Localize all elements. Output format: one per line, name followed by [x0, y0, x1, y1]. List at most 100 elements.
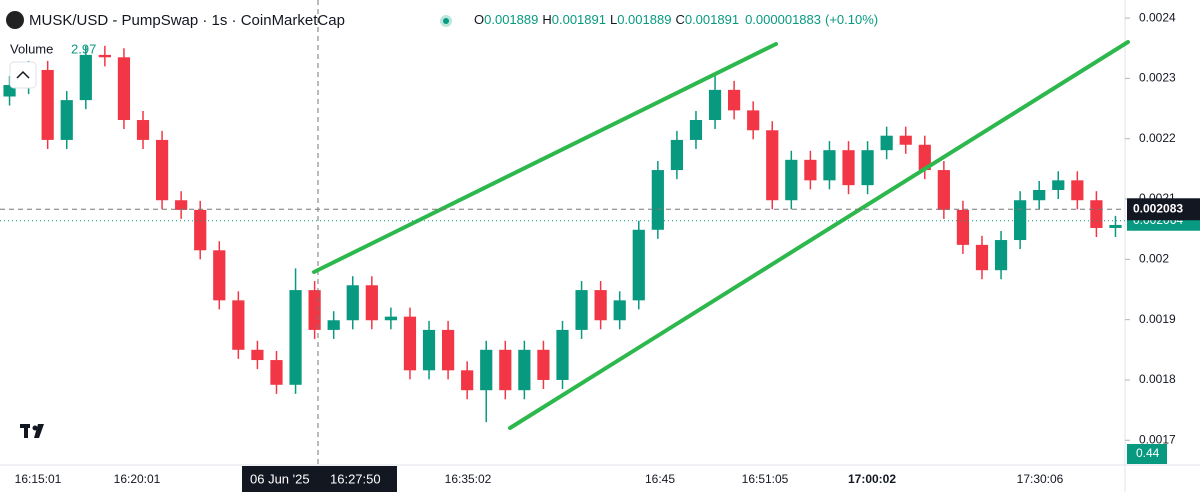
candle-body	[155, 139, 169, 201]
candle-body	[804, 159, 817, 181]
candle-body	[747, 110, 760, 131]
change-percent: (+0.10%)	[825, 12, 878, 27]
x-tick-label: 16:35:02	[445, 472, 492, 486]
candle-body	[556, 329, 569, 380]
y-tick-label: 0.0019	[1139, 312, 1176, 326]
y-tick-label: 0.0017	[1139, 432, 1176, 446]
y-tick-label: 0.0024	[1139, 10, 1176, 24]
candle-body	[270, 360, 283, 385]
candle-body	[937, 170, 950, 210]
candle-body	[308, 290, 321, 330]
candle-body	[60, 100, 73, 140]
candle-body	[384, 316, 397, 321]
candle-body	[956, 209, 970, 245]
candle-body	[689, 120, 703, 140]
candle-body	[575, 290, 588, 330]
x-tick-label: 16:20:01	[114, 472, 161, 486]
candle-body	[1109, 224, 1122, 228]
volume-label: Volume	[10, 41, 53, 56]
candle-body	[518, 349, 531, 391]
candle-body	[1033, 189, 1046, 201]
ohlc-key: H	[542, 12, 551, 27]
candle-body	[613, 300, 626, 321]
ohlc-key: C	[675, 12, 684, 27]
candle-body	[1071, 180, 1084, 201]
candle-body	[823, 150, 836, 181]
candle-body	[41, 69, 54, 140]
x-tick-label: 16:15:01	[15, 472, 62, 486]
crosshair-price-label: 0.002083	[1133, 201, 1183, 215]
ohlc-legend: O0.001889 H0.001891 L0.001889 C0.001891 0.00…	[474, 12, 878, 27]
ohlc-key: O	[474, 12, 484, 27]
crosshair-price-box	[1127, 198, 1200, 221]
candle-body	[842, 150, 855, 186]
candle-body	[79, 54, 92, 101]
collapse-button[interactable]	[9, 61, 37, 89]
candle-body	[766, 130, 779, 201]
candle-body	[632, 229, 645, 301]
crosshair-date: 06 Jun '25	[250, 471, 310, 486]
candle-body	[670, 139, 684, 171]
candle-body	[728, 89, 741, 111]
candle-body	[117, 57, 131, 121]
candle-body	[537, 349, 550, 380]
crosshair-time-box	[242, 466, 397, 492]
x-tick-label: 17:00:02	[848, 472, 896, 486]
plot-area	[3, 45, 1122, 423]
candle-body	[3, 85, 16, 97]
header: MUSK/USD - PumpSwap · 1s · CoinMarketCap…	[6, 11, 878, 438]
crosshair-time: 16:27:50	[330, 471, 381, 486]
y-tick-label: 0.0023	[1139, 71, 1176, 85]
x-tick-label: 16:45	[645, 472, 675, 486]
ohlc-value: 0.001891	[685, 12, 739, 27]
candle-body	[194, 209, 207, 251]
candle-body	[899, 135, 912, 145]
symbol-title[interactable]: MUSK/USD - PumpSwap · 1s · CoinMarketCap	[29, 12, 345, 29]
candle-body	[441, 329, 455, 371]
tv-logo[interactable]	[20, 424, 44, 438]
candle-body	[346, 285, 359, 321]
candle-body	[289, 290, 302, 385]
candle-body	[1052, 180, 1065, 190]
candle-body	[480, 349, 493, 391]
candle-body	[422, 329, 436, 371]
candle-body	[251, 349, 264, 361]
volume-value: 2.97	[71, 41, 96, 56]
candle-body	[994, 240, 1008, 271]
candle-body	[708, 89, 722, 121]
collapse-icon	[16, 70, 30, 79]
candle-body	[98, 54, 111, 58]
candle-body	[1014, 200, 1027, 241]
candle-body	[365, 285, 378, 321]
candle-body	[327, 320, 340, 330]
candle-body	[918, 144, 931, 171]
ohlc-value: 0.001891	[552, 12, 606, 27]
y-tick-label: 0.0018	[1139, 372, 1176, 386]
trend-line[interactable]	[312, 42, 778, 274]
candle-body	[785, 159, 798, 201]
ohlc-value: 0.001889	[617, 12, 671, 27]
trend-line[interactable]	[508, 40, 1130, 430]
volume-axis-label: 0.44	[1136, 446, 1160, 460]
candle-body	[861, 150, 874, 186]
candle-body	[594, 290, 607, 321]
candle-body	[975, 244, 989, 271]
candle-body	[175, 200, 188, 210]
candle-body	[403, 316, 417, 371]
candle-body	[880, 135, 893, 151]
candle-body	[1090, 200, 1103, 228]
candle-body	[213, 250, 226, 301]
symbol-icon	[6, 11, 24, 29]
candle-body	[499, 349, 512, 391]
volume-axis-box	[1127, 444, 1167, 464]
ohlc-key: L	[610, 12, 617, 27]
x-tick-label: 17:30:06	[1017, 472, 1064, 486]
change-value: 0.000001883	[745, 12, 821, 27]
y-tick-label: 0.0022	[1139, 131, 1176, 145]
candle-body	[136, 120, 150, 140]
status-dot	[443, 18, 449, 24]
candle-body	[232, 300, 245, 350]
ohlc-value: 0.001889	[484, 12, 538, 27]
x-tick-label: 16:51:05	[742, 472, 789, 486]
